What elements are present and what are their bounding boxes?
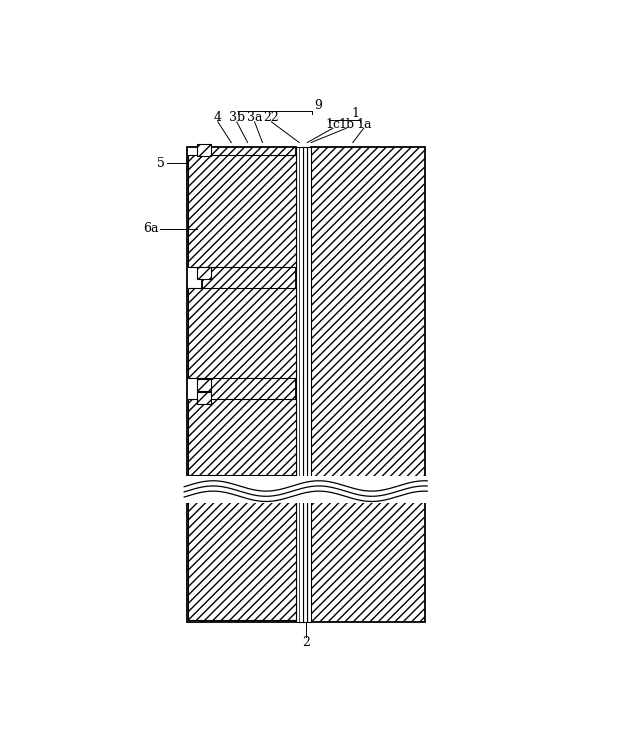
Text: 2: 2 [301,636,310,649]
Bar [188,399,296,475]
Bar [182,476,429,503]
Bar [196,489,211,501]
Text: 3b: 3b [228,111,244,124]
Bar [196,267,211,279]
Bar [303,147,307,622]
Text: 1c: 1c [326,117,340,131]
Bar [296,147,303,622]
Bar [188,288,296,379]
Bar [196,476,211,488]
Text: 5: 5 [157,157,164,170]
Text: 22: 22 [264,111,279,124]
Bar [187,147,202,622]
Bar [196,392,211,404]
Text: 3a: 3a [247,111,262,124]
Text: 1: 1 [351,108,359,120]
Bar [311,147,425,622]
Bar [188,155,296,267]
Bar [188,499,296,620]
Text: 1a: 1a [356,117,371,131]
Text: 6a: 6a [143,223,159,235]
Text: 1b: 1b [339,117,355,131]
Text: 4: 4 [214,111,222,124]
Bar [307,147,311,622]
Bar [202,147,296,622]
Text: 9: 9 [314,99,322,112]
Bar [196,143,211,156]
Bar [196,379,211,391]
